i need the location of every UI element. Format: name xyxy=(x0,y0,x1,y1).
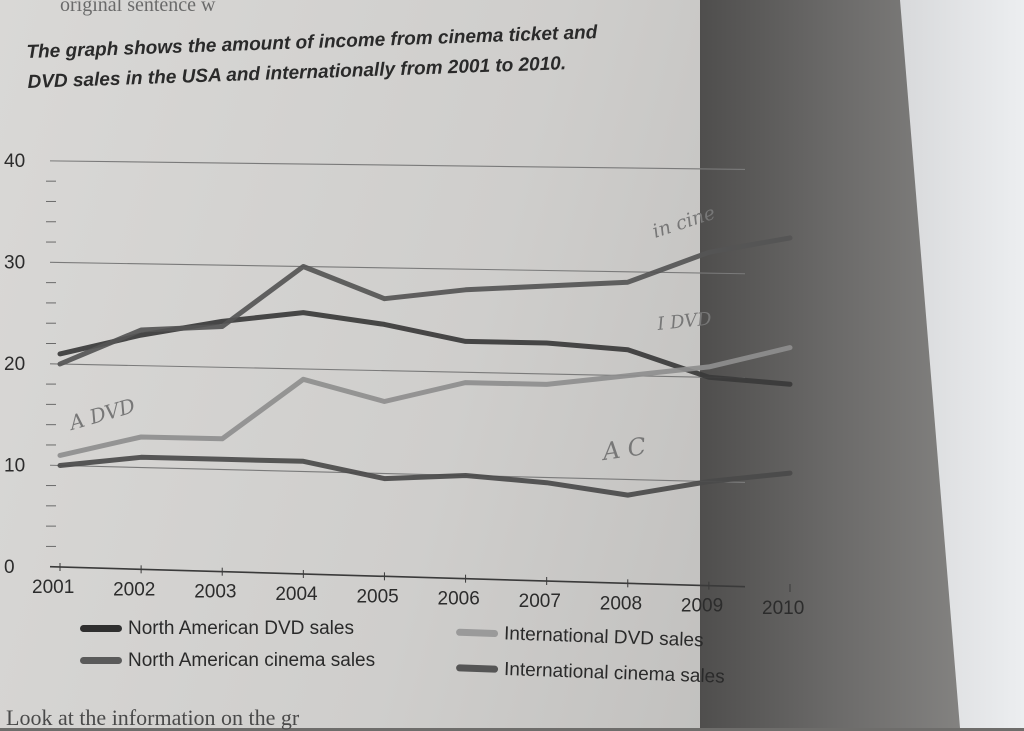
legend-label-na-dvd: North American DVD sales xyxy=(128,618,354,639)
y-tick-label-30: 30 xyxy=(4,253,25,274)
x-tick-label-2002: 2002 xyxy=(113,579,155,600)
book-page xyxy=(0,0,830,728)
legend-swatch-na-cinema xyxy=(80,657,122,665)
handwritten-note-4: A C xyxy=(599,432,648,466)
x-tick-label-2004: 2004 xyxy=(275,584,318,605)
x-tick-label-2005: 2005 xyxy=(356,586,398,607)
series-line-4 xyxy=(57,235,793,367)
gridline-0 xyxy=(49,565,746,588)
gridline-30 xyxy=(49,261,746,275)
legend-swatch-na-dvd xyxy=(80,625,122,633)
legend-label-na-cinema: North American cinema sales xyxy=(128,650,376,671)
cut-off-sentence: original sentence w xyxy=(60,0,216,16)
handwritten-note-1: in cine xyxy=(650,202,718,243)
x-tick-label-2010: 2010 xyxy=(762,598,804,619)
x-tick-label-2006: 2006 xyxy=(438,589,480,610)
handwritten-note-2: I DVD xyxy=(655,308,713,335)
legend-swatch-intl-cinema xyxy=(455,664,499,674)
x-tick-label-2003: 2003 xyxy=(194,582,236,603)
legend-item-na-dvd: North American DVD sales xyxy=(80,618,354,640)
y-tick-label-0: 0 xyxy=(4,557,15,578)
gridline-40 xyxy=(49,160,746,170)
x-tick-label-2001: 2001 xyxy=(32,577,74,598)
x-tick-label-2009: 2009 xyxy=(681,596,723,617)
y-tick-label-40: 40 xyxy=(4,151,25,172)
handwritten-note-3: A DVD xyxy=(65,393,138,435)
x-tick-label-2008: 2008 xyxy=(600,593,642,614)
legend-item-na-cinema: North American cinema sales xyxy=(80,650,375,672)
gridline-10 xyxy=(49,464,746,483)
y-tick-label-10: 10 xyxy=(4,456,25,477)
series-line-2 xyxy=(57,454,793,498)
cut-off-instruction: Look at the information on the gr xyxy=(6,705,300,730)
x-tick-label-2007: 2007 xyxy=(519,591,561,612)
legend-swatch-intl-dvd xyxy=(455,629,499,638)
y-tick-label-20: 20 xyxy=(4,354,25,375)
series-line-3 xyxy=(57,345,793,458)
